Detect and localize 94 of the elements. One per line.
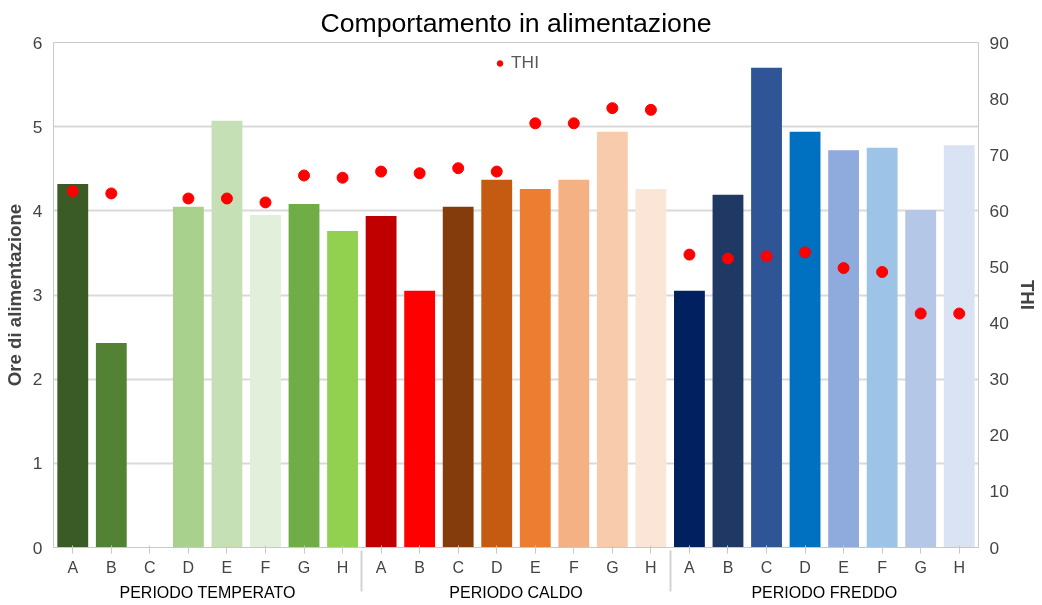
x-tick-label: C — [760, 558, 773, 576]
y2-tick-label: 60 — [989, 200, 1009, 221]
bar — [635, 188, 667, 548]
point — [182, 192, 195, 205]
y2-tick-label: 0 — [989, 537, 1000, 558]
point — [683, 248, 696, 261]
point — [760, 250, 773, 263]
y2-axis-title: THI — [1016, 279, 1038, 311]
y2-tick-label: 40 — [989, 313, 1009, 334]
x-tick-label: D — [182, 558, 195, 576]
bar — [95, 342, 127, 548]
point — [298, 169, 311, 182]
bar — [250, 215, 281, 548]
x-tick-label: G — [914, 558, 927, 576]
y-tick-label: 4 — [32, 200, 43, 221]
x-tick-label: D — [799, 558, 811, 576]
bar — [404, 290, 436, 548]
y-tick-label: 0 — [32, 537, 43, 558]
point — [876, 266, 889, 278]
point — [837, 262, 850, 275]
x-tick-label: G — [606, 558, 619, 576]
bar — [288, 204, 320, 548]
point — [413, 167, 426, 180]
bar — [866, 147, 898, 548]
legend-label: THI — [511, 52, 539, 73]
y-tick-label: 2 — [32, 369, 43, 390]
x-tick-label: C — [144, 558, 156, 576]
point — [66, 185, 79, 198]
point — [567, 117, 580, 130]
bar — [519, 188, 551, 548]
y2-tick-label: 80 — [989, 88, 1009, 109]
y2-tick-label: 50 — [989, 256, 1009, 277]
text: PERIODO TEMPERATO — [119, 583, 296, 601]
y2-tick-label: 10 — [989, 481, 1009, 502]
x-tick-label: E — [221, 558, 233, 576]
y-tick-label: 6 — [32, 32, 43, 53]
x-tick-label: G — [297, 558, 311, 576]
y2-tick-label: 70 — [989, 144, 1009, 165]
bar — [365, 215, 397, 548]
bar — [327, 231, 358, 548]
point — [606, 102, 619, 115]
y-tick-label: 5 — [32, 116, 43, 137]
bar — [751, 67, 782, 548]
y2-tick-label: 90 — [989, 32, 1009, 53]
x-tick-label: E — [838, 558, 849, 576]
point — [721, 252, 734, 265]
x-tick-label: A — [67, 558, 79, 576]
point — [220, 192, 233, 205]
bar — [211, 120, 243, 548]
bar — [828, 150, 860, 548]
point — [799, 246, 812, 259]
bar — [943, 145, 975, 548]
bar — [481, 179, 513, 548]
point — [914, 307, 927, 320]
bar — [442, 206, 474, 548]
y-axis-title: Ore di alimentazione — [3, 203, 25, 387]
point — [105, 187, 118, 200]
y2-tick-label: 20 — [989, 425, 1009, 446]
point — [529, 117, 542, 130]
x-tick-label: H — [336, 558, 349, 576]
x-tick-label: A — [375, 558, 387, 576]
x-tick-label: E — [529, 558, 541, 576]
text: PERIODO CALDO — [449, 583, 583, 601]
text: PERIODO FREDDO — [751, 583, 898, 601]
x-tick-label: H — [953, 558, 966, 576]
bar — [905, 209, 937, 548]
point — [452, 162, 465, 175]
x-tick-label: B — [722, 558, 734, 576]
bar — [558, 179, 590, 548]
x-tick-label: F — [568, 558, 579, 576]
point — [490, 165, 503, 178]
bar — [789, 131, 821, 548]
bar — [596, 131, 628, 548]
x-tick-label: H — [645, 558, 657, 576]
point — [953, 307, 966, 320]
x-tick-label: B — [105, 558, 117, 576]
point — [375, 165, 388, 178]
bar — [172, 206, 204, 548]
chart-title: Comportamento in alimentazione — [320, 7, 712, 38]
y-tick-label: 3 — [32, 285, 43, 305]
point — [259, 196, 272, 209]
x-tick-label: C — [452, 558, 464, 576]
bar — [712, 194, 744, 548]
x-tick-label: F — [877, 558, 888, 576]
bar — [674, 290, 705, 548]
y2-tick-label: 30 — [989, 369, 1009, 390]
y-tick-label: 1 — [32, 453, 43, 474]
point — [644, 103, 657, 116]
bar — [57, 183, 89, 548]
x-tick-label: F — [260, 558, 271, 576]
x-tick-label: D — [490, 558, 503, 576]
x-tick-label: A — [684, 558, 696, 576]
x-tick-label: B — [414, 558, 425, 576]
point — [336, 171, 349, 184]
